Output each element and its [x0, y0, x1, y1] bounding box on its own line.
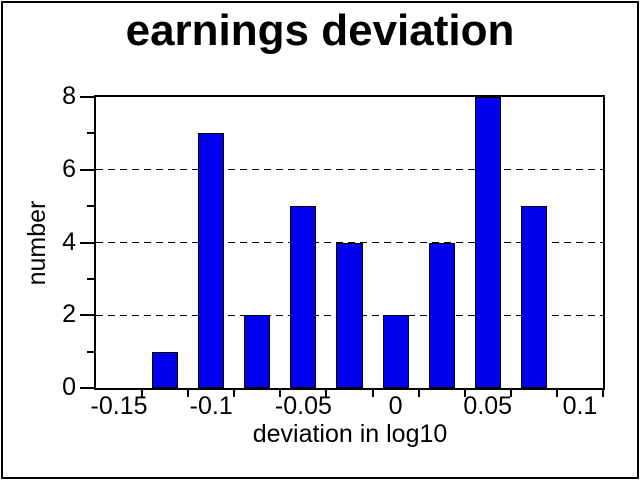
y-tick-label: 6 — [62, 154, 76, 183]
bar — [336, 242, 363, 388]
bar — [290, 206, 317, 388]
y-tick-major — [80, 314, 94, 317]
y-tick-minor — [87, 350, 94, 353]
x-tick — [187, 388, 190, 397]
y-tick-minor — [87, 277, 94, 280]
y-tick-label: 4 — [62, 227, 76, 256]
bar — [382, 315, 409, 388]
x-tick — [555, 388, 558, 397]
gridline — [96, 169, 603, 171]
x-tick-label: 0.05 — [463, 392, 513, 420]
x-tick-label: -0.05 — [274, 392, 332, 420]
bar — [244, 315, 271, 388]
x-tick-label: -0.1 — [189, 392, 233, 420]
x-tick — [325, 388, 328, 397]
y-tick-label: 2 — [62, 300, 76, 329]
x-tick — [417, 388, 420, 397]
bar — [520, 206, 547, 388]
plot-area — [94, 95, 605, 390]
y-tick-major — [80, 387, 94, 389]
bar — [152, 351, 179, 388]
bar — [428, 242, 455, 388]
x-tick-label: -0.15 — [90, 392, 148, 420]
chart-title: earnings deviation — [125, 6, 515, 55]
x-tick — [509, 388, 512, 397]
y-tick-label: 0 — [62, 373, 76, 401]
x-tick — [279, 388, 282, 397]
x-tick — [233, 388, 236, 397]
y-tick-major — [80, 168, 94, 171]
y-tick-minor — [87, 205, 94, 208]
y-tick-major — [80, 241, 94, 244]
x-axis-label: deviation in log10 — [252, 420, 448, 448]
y-tick-major — [80, 96, 94, 98]
bar — [474, 97, 501, 388]
bar — [198, 133, 225, 388]
x-tick — [141, 388, 144, 397]
x-tick-label: 0 — [388, 392, 403, 420]
y-tick-minor — [87, 132, 94, 135]
x-tick — [371, 388, 374, 397]
x-tick — [602, 388, 604, 397]
x-tick — [463, 388, 466, 397]
y-tick-label: 8 — [62, 82, 76, 110]
x-tick-label: 0.1 — [562, 392, 598, 420]
